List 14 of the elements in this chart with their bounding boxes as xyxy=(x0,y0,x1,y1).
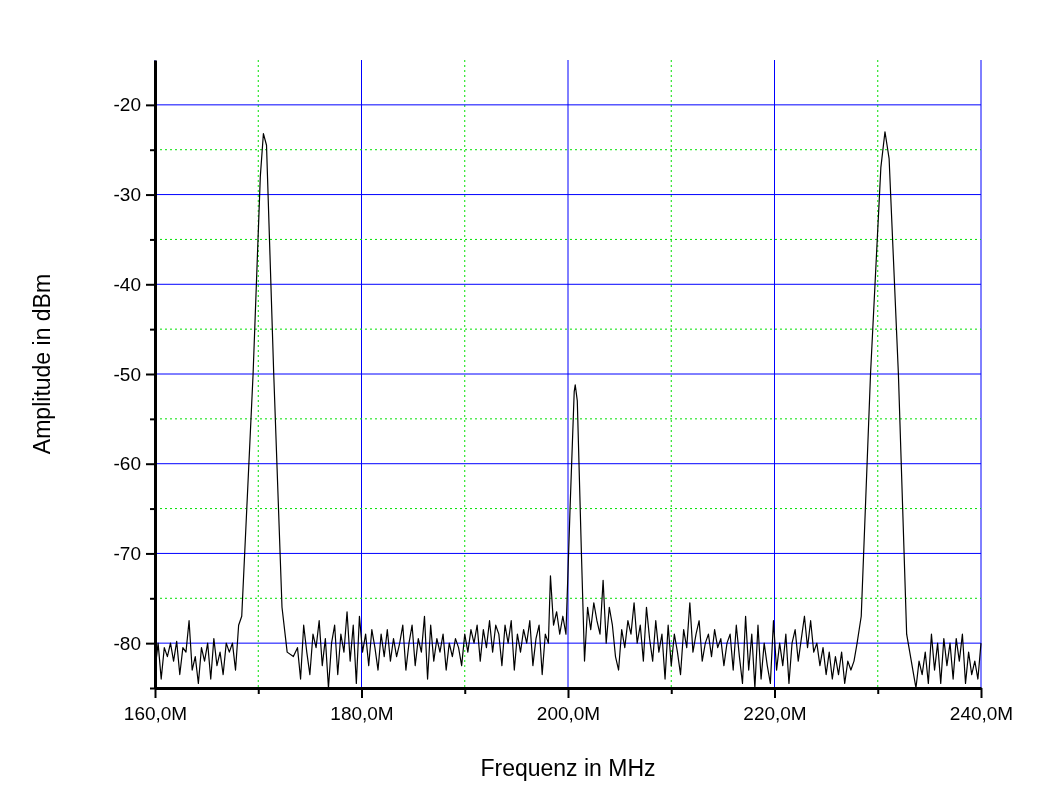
y-tick-label: -80 xyxy=(113,632,141,654)
x-axis-title: Frequenz in MHz xyxy=(480,755,656,781)
y-tick-label: -60 xyxy=(113,453,141,475)
y-tick-label: -70 xyxy=(113,543,141,565)
y-tick-label: -20 xyxy=(113,94,141,116)
x-tick-label: 240,0M xyxy=(949,702,1014,724)
x-tick-label: 180,0M xyxy=(330,702,394,724)
y-tick-label: -50 xyxy=(113,363,141,385)
x-tick-label: 200,0M xyxy=(536,702,601,724)
y-axis-title: Amplitude in dBm xyxy=(29,273,55,455)
x-tick-label: 160,0M xyxy=(123,702,188,724)
y-tick-label: -40 xyxy=(113,273,141,295)
y-tick-label: -30 xyxy=(113,184,141,206)
x-tick-label: 220,0M xyxy=(743,702,807,724)
